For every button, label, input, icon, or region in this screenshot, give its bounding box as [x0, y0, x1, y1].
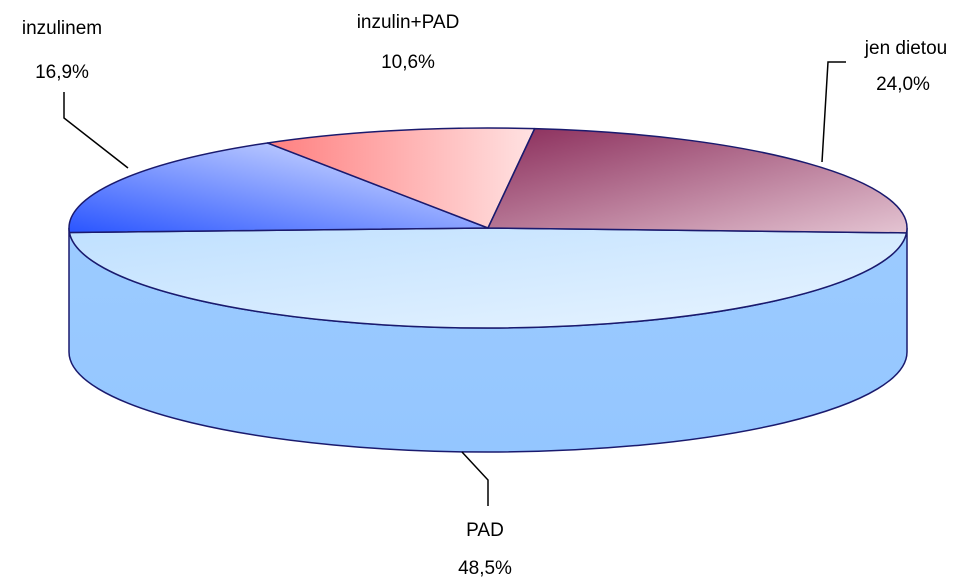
pie-slice-jen-dietou — [487, 127, 908, 234]
pie-geometry — [68, 127, 908, 453]
leader-lines — [63, 61, 846, 506]
label-pad: PAD — [466, 520, 504, 541]
pie-slice-pad — [68, 227, 908, 329]
slice-labels: inzulinem 16,9% inzulin+PAD 10,6% jen di… — [22, 12, 947, 579]
value-pad: 48,5% — [458, 558, 512, 579]
label-inzulinem: inzulinem — [22, 18, 102, 39]
label-inzulin-pad: inzulin+PAD — [357, 12, 460, 33]
label-jen-dietou: jen dietou — [864, 38, 947, 59]
value-jen-dietou: 24,0% — [876, 74, 930, 95]
pie-slice-inzulin-pad — [266, 127, 536, 229]
value-inzulinem: 16,9% — [35, 62, 89, 83]
pie-slice-inzulinem — [68, 142, 489, 234]
value-inzulin-pad: 10,6% — [381, 52, 435, 73]
leader-line-jen-dietou — [821, 61, 846, 163]
leader-line-inzulinem — [63, 92, 129, 169]
leader-line-pad — [461, 451, 489, 506]
